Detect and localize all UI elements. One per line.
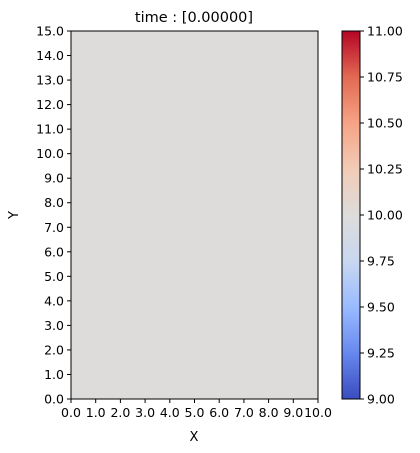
y-axis-label: Y	[7, 211, 22, 220]
colorbar-tick-label: 10.75	[367, 70, 403, 85]
x-tick-label: 7.0	[234, 405, 254, 420]
colorbar-tick-label: 9.25	[367, 346, 395, 361]
x-tick-label: 4.0	[160, 405, 180, 420]
colorbar-tick-label: 10.50	[367, 116, 403, 131]
x-tick-label: 1.0	[86, 405, 106, 420]
y-tick-label: 6.0	[44, 244, 64, 259]
plot-area	[71, 31, 318, 399]
y-tick-label: 7.0	[44, 220, 64, 235]
y-tick-label: 1.0	[44, 367, 64, 382]
y-tick-label: 11.0	[36, 122, 64, 137]
x-tick-label: 6.0	[209, 405, 229, 420]
x-tick-label: 10.0	[304, 405, 332, 420]
y-tick-label: 5.0	[44, 269, 64, 284]
x-tick-label: 8.0	[259, 405, 279, 420]
x-tick-label: 2.0	[110, 405, 130, 420]
y-tick-label: 3.0	[44, 318, 64, 333]
x-axis-label: X	[190, 430, 199, 445]
colorbar-tick-label: 9.00	[367, 392, 395, 407]
y-tick-label: 0.0	[44, 392, 64, 407]
x-axis: 0.0 1.0 2.0 3.0 4.0 5.0 6.0 7.0 8.0 9.0 10.0	[61, 399, 332, 420]
y-tick-label: 8.0	[44, 195, 64, 210]
y-tick-label: 10.0	[36, 146, 64, 161]
x-tick-label: 9.0	[283, 405, 303, 420]
y-tick-label: 12.0	[36, 97, 64, 112]
chart-title: time : [0.00000]	[135, 10, 253, 26]
y-tick-label: 4.0	[44, 293, 64, 308]
colorbar-tick-label: 9.75	[367, 254, 395, 269]
colorbar-tick-label: 11.00	[367, 24, 403, 39]
x-tick-label: 0.0	[61, 405, 81, 420]
y-tick-label: 15.0	[36, 24, 64, 39]
y-tick-label: 13.0	[36, 73, 64, 88]
y-tick-label: 14.0	[36, 48, 64, 63]
colorbar	[342, 31, 360, 399]
y-axis: 0.0 1.0 2.0 3.0 4.0 5.0 6.0 7.0 8.0 9.0 10.0 11.0 12…	[36, 24, 71, 407]
x-tick-label: 5.0	[185, 405, 205, 420]
colorbar-tick-label: 10.00	[367, 208, 403, 223]
colorbar-tick-label: 9.50	[367, 300, 395, 315]
x-tick-label: 3.0	[135, 405, 155, 420]
y-tick-label: 2.0	[44, 342, 64, 357]
y-tick-label: 9.0	[44, 171, 64, 186]
colorbar-tick-label: 10.25	[367, 162, 403, 177]
colorbar-axis: 9.00 9.25 9.50 9.75 10.00 10.25 10.50 10.75 11.0…	[360, 24, 403, 407]
